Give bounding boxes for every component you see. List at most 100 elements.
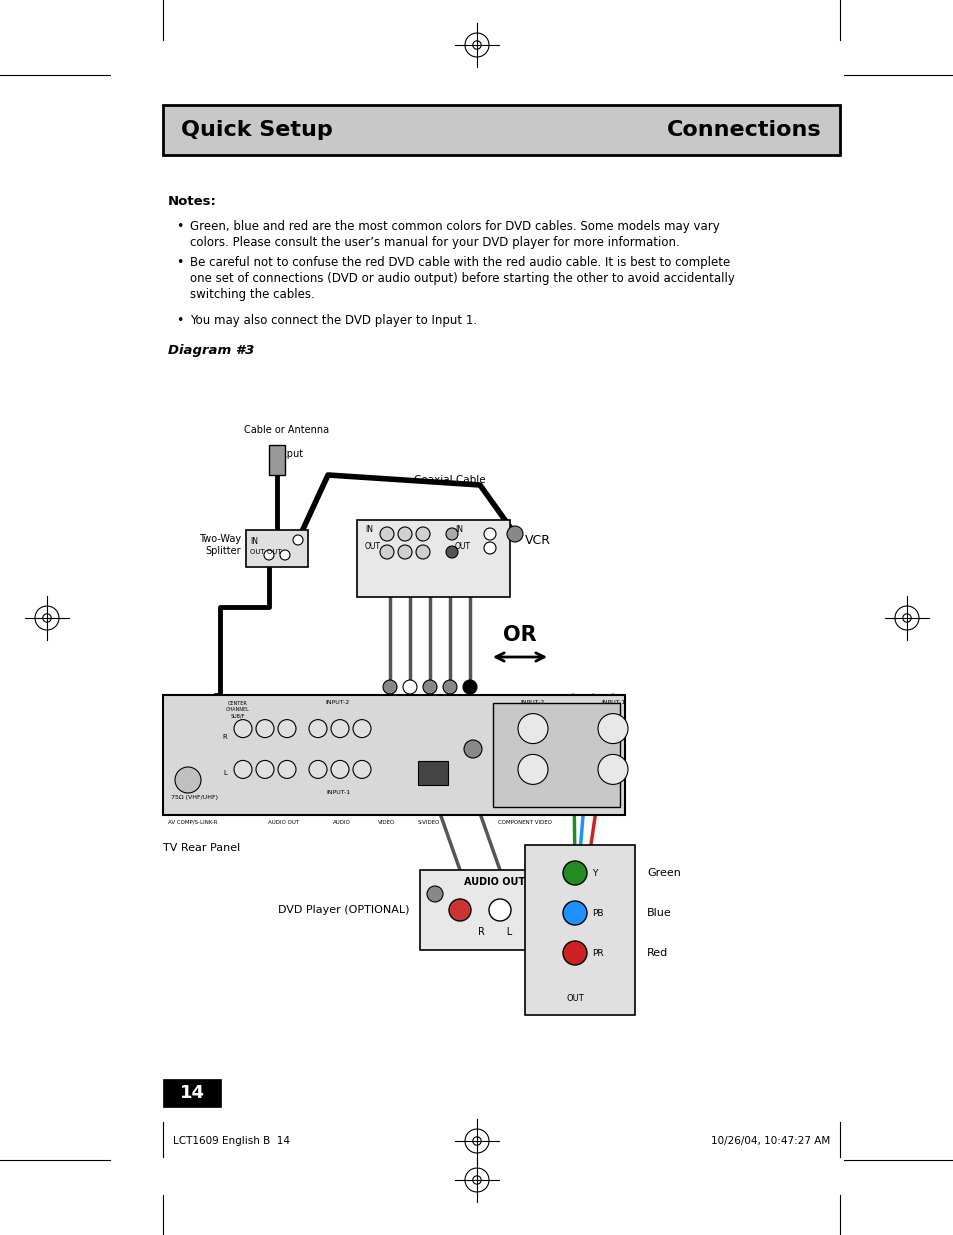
Text: Cable or Antenna: Cable or Antenna (244, 425, 329, 435)
Bar (524, 845, 635, 1015)
Circle shape (442, 680, 456, 694)
Circle shape (174, 767, 201, 793)
Text: INPUT-2: INPUT-2 (520, 700, 544, 705)
Text: OR: OR (502, 625, 537, 645)
Bar (163, 1079, 221, 1107)
Circle shape (517, 714, 547, 743)
Circle shape (483, 542, 496, 555)
Text: •: • (175, 256, 183, 269)
Text: Output: Output (270, 450, 304, 459)
Circle shape (255, 720, 274, 737)
Circle shape (382, 680, 396, 694)
Text: SUB/F: SUB/F (231, 713, 245, 718)
Text: INPUT-1: INPUT-1 (600, 700, 624, 705)
Bar (269, 445, 285, 475)
Bar (417, 761, 448, 785)
Circle shape (463, 740, 481, 758)
Text: IN: IN (455, 525, 462, 534)
Text: Y: Y (592, 868, 597, 878)
Text: •: • (175, 314, 183, 327)
Text: AUDIO OUT: AUDIO OUT (268, 820, 299, 825)
Text: S-VIDEO: S-VIDEO (417, 820, 440, 825)
Text: Notes:: Notes: (168, 195, 216, 207)
Circle shape (277, 761, 295, 778)
Text: Be careful not to confuse the red DVD cable with the red audio cable. It is best: Be careful not to confuse the red DVD ca… (190, 256, 729, 269)
Text: COMPONENT VIDEO: COMPONENT VIDEO (497, 820, 552, 825)
Circle shape (379, 545, 394, 559)
Text: OUT: OUT (365, 542, 380, 551)
Text: Blue: Blue (646, 908, 671, 918)
Circle shape (379, 527, 394, 541)
Text: AV COMP/S-LINK-R: AV COMP/S-LINK-R (168, 820, 217, 825)
Text: VIDEO: VIDEO (377, 820, 395, 825)
Bar (163, 695, 624, 815)
Text: R       L: R L (477, 927, 512, 937)
Text: Green: Green (646, 868, 680, 878)
Circle shape (309, 761, 327, 778)
Bar (419, 869, 569, 950)
Text: IN: IN (365, 525, 373, 534)
Text: Diagram #3: Diagram #3 (168, 345, 254, 357)
Circle shape (598, 714, 627, 743)
Circle shape (331, 761, 349, 778)
Circle shape (446, 546, 457, 558)
Text: R: R (222, 734, 227, 740)
Text: OUT: OUT (565, 994, 583, 1003)
Text: You may also connect the DVD player to Input 1.: You may also connect the DVD player to I… (190, 314, 476, 327)
Circle shape (446, 529, 457, 540)
Circle shape (598, 755, 627, 784)
Circle shape (293, 535, 303, 545)
Text: Splitter: Splitter (205, 546, 241, 556)
Circle shape (506, 526, 522, 542)
Text: AUDIO: AUDIO (333, 820, 351, 825)
Text: AUDIO OUT: AUDIO OUT (464, 877, 525, 887)
Text: 75Ω (VHF/UHF): 75Ω (VHF/UHF) (171, 795, 218, 800)
Circle shape (397, 545, 412, 559)
Circle shape (255, 761, 274, 778)
Text: IN: IN (250, 537, 257, 546)
Bar (493, 703, 619, 806)
Circle shape (397, 527, 412, 541)
Text: •: • (175, 220, 183, 233)
Bar (163, 105, 840, 156)
Circle shape (233, 761, 252, 778)
Circle shape (331, 720, 349, 737)
Text: Coaxial Cable: Coaxial Cable (414, 475, 485, 485)
Text: OUT: OUT (455, 542, 471, 551)
Circle shape (562, 861, 586, 885)
Circle shape (402, 680, 416, 694)
Text: CENTER: CENTER (228, 701, 248, 706)
Circle shape (449, 899, 471, 921)
Text: INPUT-2: INPUT-2 (326, 700, 350, 705)
Circle shape (427, 885, 442, 902)
Circle shape (483, 529, 496, 540)
Bar (246, 530, 308, 567)
Text: Quick Setup: Quick Setup (181, 120, 333, 140)
Text: PR: PR (592, 948, 603, 957)
Circle shape (462, 680, 476, 694)
Text: DVD Player (OPTIONAL): DVD Player (OPTIONAL) (278, 905, 410, 915)
Text: colors. Please consult the user’s manual for your DVD player for more informatio: colors. Please consult the user’s manual… (190, 236, 679, 249)
Circle shape (233, 720, 252, 737)
Circle shape (309, 720, 327, 737)
Circle shape (264, 550, 274, 559)
Text: OUT OUT: OUT OUT (250, 550, 281, 555)
Bar (356, 520, 510, 597)
Text: VCR: VCR (524, 534, 551, 547)
Circle shape (517, 755, 547, 784)
Text: Red: Red (646, 948, 667, 958)
Text: 10/26/04, 10:47:27 AM: 10/26/04, 10:47:27 AM (710, 1136, 829, 1146)
Text: switching the cables.: switching the cables. (190, 288, 314, 301)
Circle shape (416, 527, 430, 541)
Text: 14: 14 (179, 1084, 204, 1102)
Text: CHANNEL: CHANNEL (226, 706, 250, 713)
Text: INPUT-1: INPUT-1 (326, 790, 350, 795)
Text: L: L (223, 769, 227, 776)
Text: PB: PB (592, 909, 603, 918)
Text: one set of connections (DVD or audio output) before starting the other to avoid : one set of connections (DVD or audio out… (190, 272, 734, 285)
Circle shape (489, 899, 511, 921)
Text: Green, blue and red are the most common colors for DVD cables. Some models may v: Green, blue and red are the most common … (190, 220, 719, 233)
Circle shape (422, 680, 436, 694)
Text: LCT1609 English B  14: LCT1609 English B 14 (172, 1136, 290, 1146)
Circle shape (562, 902, 586, 925)
